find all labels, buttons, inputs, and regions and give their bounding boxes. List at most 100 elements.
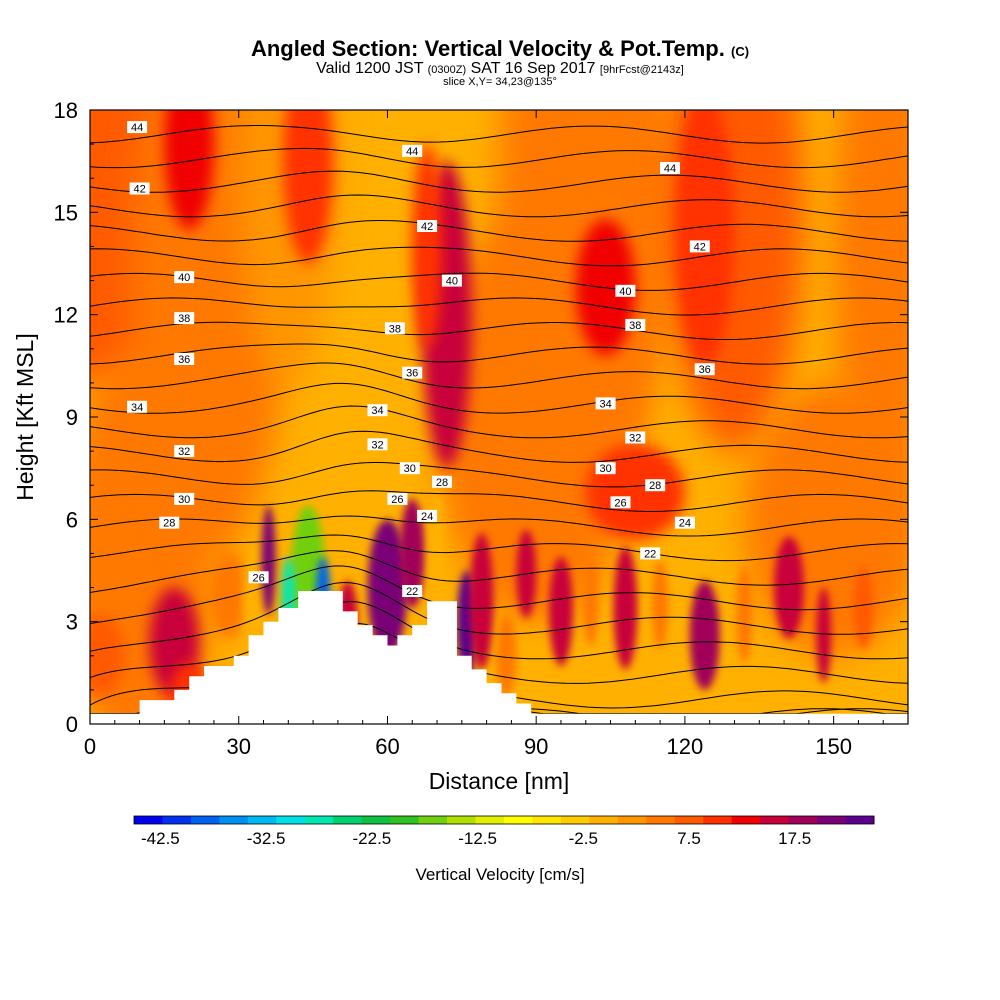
contour-label-0: 44 <box>131 122 143 134</box>
subtitle-valid: Valid 1200 JST <box>316 60 424 77</box>
contour-label-32: 22 <box>406 586 418 598</box>
colorbar-tick-5: 7.5 <box>677 829 701 848</box>
x-tick-label-60: 60 <box>375 734 399 759</box>
colorbar-tick-3: -12.5 <box>458 829 497 848</box>
contour-label-4: 42 <box>421 221 433 233</box>
contour-label-box-12 <box>174 353 195 365</box>
title-main: Angled Section: Vertical Velocity & Pot.… <box>250 36 725 61</box>
velocity-cell-19 <box>261 505 276 615</box>
contour-label-box-32 <box>402 585 423 597</box>
contour-label-box-25 <box>432 475 452 488</box>
velocity-cell-41 <box>585 444 685 540</box>
contour-label-31: 24 <box>679 518 691 530</box>
theta-contour-26 <box>90 565 908 625</box>
contour-label-box-5 <box>689 240 710 253</box>
colorbar-swatch-2 <box>190 816 220 824</box>
contour-label-8: 40 <box>619 286 631 298</box>
contour-label-box-23 <box>595 462 616 475</box>
theta-contour-36 <box>90 343 908 365</box>
colorbar-swatch-14 <box>532 816 562 824</box>
theta-contour-32 <box>90 430 908 463</box>
velocity-cell-36 <box>736 567 753 663</box>
contour-label-box-31 <box>674 516 695 529</box>
plot-area: 44 44 44 42 42 42 40 40 40 38 38 38 36 36 36 34 34 34 32 32… <box>90 110 908 724</box>
contour-label-26: 28 <box>649 480 661 492</box>
contour-label-box-27 <box>248 571 269 584</box>
theta-contour-38 <box>90 297 908 316</box>
contour-label-3: 42 <box>133 184 145 196</box>
theta-contour-35 <box>90 362 908 390</box>
velocity-cell-31 <box>549 556 573 667</box>
contour-label-29: 26 <box>614 497 626 509</box>
velocity-cell-37 <box>774 536 804 639</box>
velocity-cell-28 <box>469 533 494 670</box>
velocity-cell-16 <box>209 550 249 639</box>
x-axis-label: Distance [nm] <box>429 768 570 794</box>
contour-label-30: 24 <box>421 511 433 523</box>
contour-label-box-17 <box>595 397 616 410</box>
colorbar-swatch-8 <box>361 816 391 824</box>
contour-label-2: 44 <box>664 163 676 175</box>
theta-contour-33 <box>90 405 908 439</box>
subtitle-date: SAT 16 Sep 2017 <box>470 60 596 77</box>
colorbar-swatch-6 <box>304 816 334 824</box>
contour-label-10: 38 <box>389 323 401 335</box>
x-tick-label-120: 120 <box>667 734 704 759</box>
contour-label-7: 40 <box>446 276 458 288</box>
colorbar-tick-1: -32.5 <box>247 829 286 848</box>
colorbar-swatch-0 <box>134 816 163 824</box>
contour-label-box-0 <box>127 121 148 134</box>
vertical-velocity-field <box>90 110 908 724</box>
colorbar-swatch-18 <box>646 816 676 824</box>
velocity-cell-25 <box>399 498 425 608</box>
contour-label-box-6 <box>174 271 195 284</box>
contour-label-20: 32 <box>629 433 641 445</box>
colorbar-swatch-10 <box>418 816 448 824</box>
colorbar-swatch-5 <box>276 816 306 824</box>
contour-label-box-7 <box>441 274 462 287</box>
theta-contour-40 <box>90 246 908 267</box>
contour-label-box-22 <box>399 462 420 475</box>
subtitle-forecast: [9hrFcst@2143z] <box>599 64 684 76</box>
contour-label-box-1 <box>402 144 423 157</box>
chart-slice-info: slice X,Y= 34,23@135° <box>443 76 557 88</box>
velocity-cell-34 <box>652 560 668 649</box>
x-tick-label-30: 30 <box>226 734 250 759</box>
colorbar-swatch-1 <box>162 816 192 824</box>
colorbar-swatch-13 <box>504 816 533 824</box>
contour-label-18: 32 <box>178 446 190 458</box>
contour-label-19: 32 <box>371 439 383 451</box>
velocity-cell-10 <box>283 110 333 264</box>
colorbar-swatch-15 <box>560 816 590 824</box>
colorbar-tick-6: 17.5 <box>778 829 811 848</box>
contour-label-box-8 <box>615 284 636 297</box>
theta-contours <box>90 125 908 715</box>
colorbar-swatch-17 <box>617 816 647 824</box>
velocity-cell-11 <box>675 110 735 366</box>
colorbar-frame <box>133 815 875 825</box>
y-tick-label-9: 9 <box>66 405 78 430</box>
colorbar-swatch-16 <box>589 816 619 824</box>
contour-label-box-21 <box>174 492 195 505</box>
contour-label-box-4 <box>417 220 438 232</box>
velocity-cell-38 <box>816 587 832 684</box>
chart-title: Angled Section: Vertical Velocity & Pot.… <box>0 36 1000 62</box>
colorbar-swatch-20 <box>703 816 733 824</box>
colorbar-swatch-22 <box>760 816 790 824</box>
colorbar-swatch-23 <box>788 816 818 824</box>
velocity-cell-39 <box>853 567 874 649</box>
contour-label-box-16 <box>367 404 388 417</box>
theta-contour-27 <box>90 550 908 593</box>
contour-label-box-28 <box>387 492 408 505</box>
contour-label-box-15 <box>127 400 148 413</box>
contour-label-box-13 <box>402 366 423 379</box>
chart-subtitle: Valid 1200 JST (0300Z) SAT 16 Sep 2017 [… <box>0 60 1000 78</box>
contour-label-23: 30 <box>599 463 611 475</box>
y-tick-label-12: 12 <box>54 303 78 328</box>
contour-label-11: 38 <box>629 320 641 332</box>
contour-label-14: 36 <box>699 364 711 376</box>
contour-label-box-29 <box>610 496 631 509</box>
subtitle-zulu: (0300Z) <box>427 64 467 76</box>
contour-label-13: 36 <box>406 368 418 380</box>
contour-label-24: 28 <box>163 518 175 530</box>
